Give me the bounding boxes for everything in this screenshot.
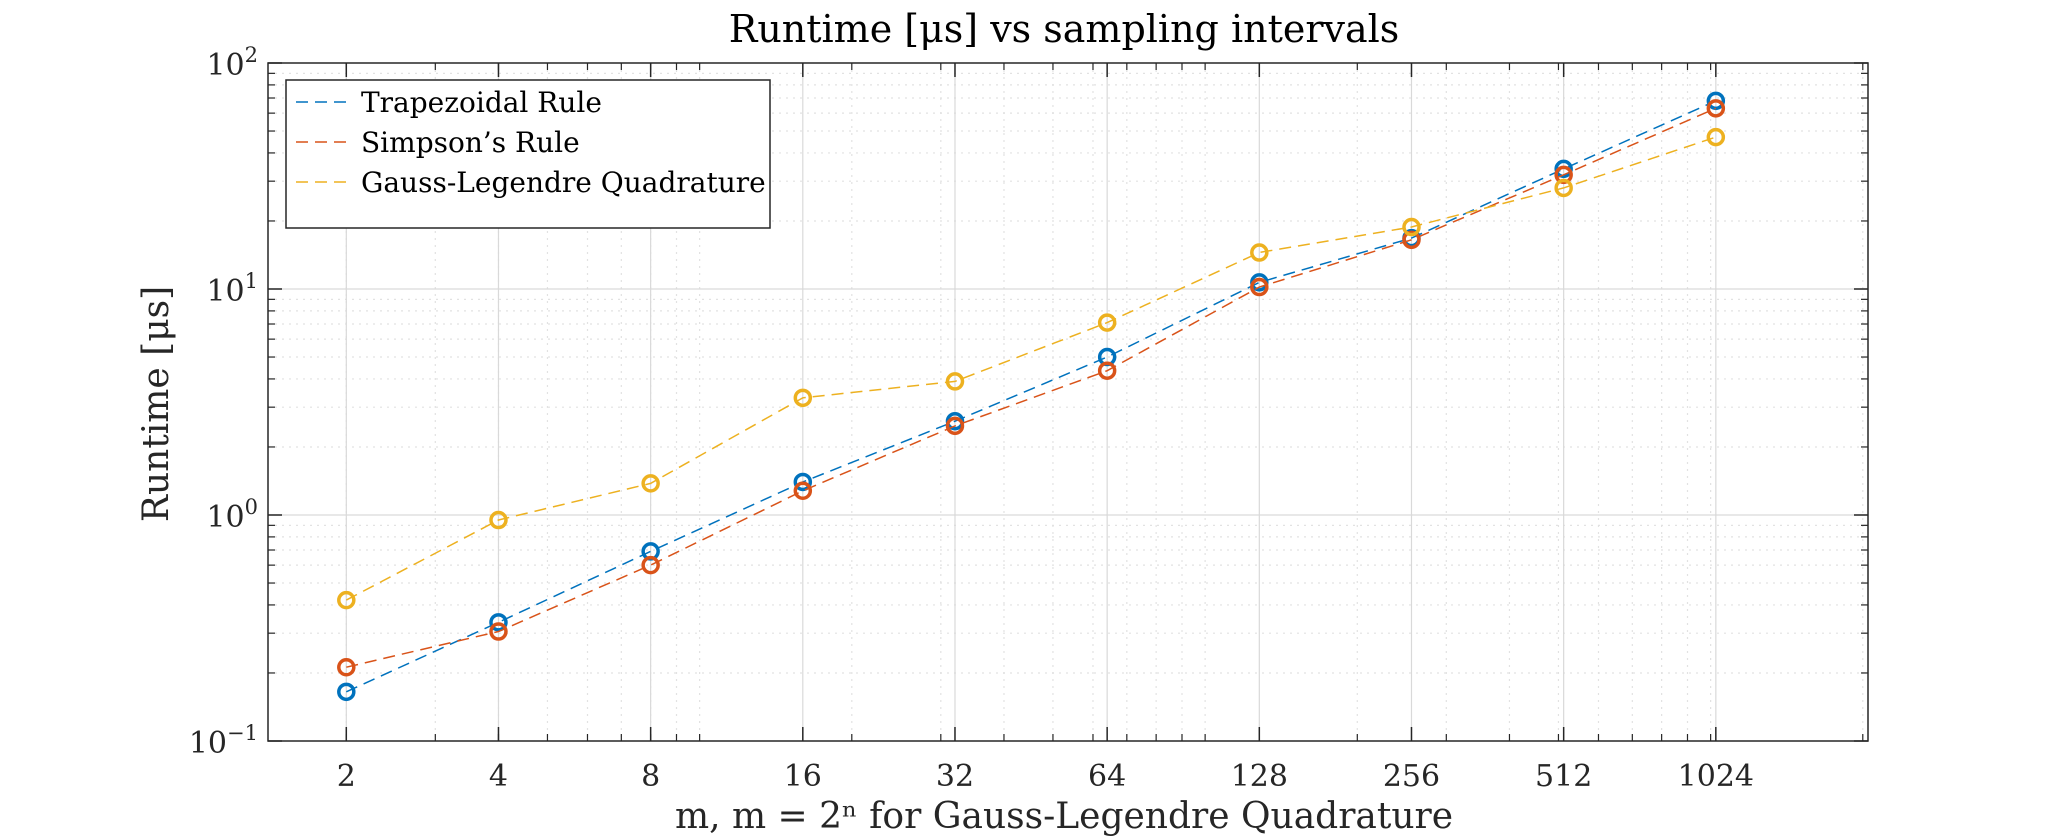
data-point: [489, 613, 508, 632]
y-tick-label: 102: [206, 43, 258, 83]
data-point: [793, 481, 813, 501]
data-point: [1706, 127, 1726, 147]
axis-ticks: [268, 62, 1868, 742]
x-tick-label: 512: [1535, 759, 1592, 794]
data-point: [1097, 361, 1117, 380]
data-point: [337, 682, 356, 702]
data-point: [1706, 91, 1726, 111]
data-point: [793, 472, 813, 492]
data-point: [793, 388, 813, 408]
data-point: [337, 590, 356, 610]
series-2: [337, 99, 1726, 677]
data-point: [945, 416, 965, 436]
plot-area-border: [267, 62, 1869, 742]
data-point: [489, 622, 508, 641]
data-point: [1554, 159, 1573, 179]
x-tick-label: 1024: [1678, 759, 1754, 794]
data-point: [1706, 99, 1726, 118]
data-point: [489, 510, 508, 530]
series-line: [345, 136, 1717, 601]
x-tick-label: 64: [1088, 759, 1126, 794]
series-line: [345, 100, 1717, 693]
x-tick-label: 256: [1383, 759, 1440, 794]
y-tick-label: 10−1: [189, 721, 258, 761]
data-point: [1097, 313, 1117, 332]
data-point: [1554, 178, 1573, 198]
x-tick-label: 128: [1231, 759, 1288, 794]
legend-entry-label: Trapezoidal Rule: [361, 86, 602, 119]
x-tick-label: 4: [489, 759, 508, 794]
legend-entry-label: Gauss-Legendre Quadrature: [361, 166, 766, 199]
x-tick-labels: 2 4 8 16 32 64 128 256 512 1024: [337, 759, 1754, 794]
y-tick-label: 100: [206, 495, 258, 535]
series: [337, 91, 1726, 702]
data-point: [1250, 277, 1269, 297]
legend-box: [285, 79, 771, 229]
data-point: [1554, 165, 1573, 185]
y-axis-label: Runtime [μs]: [136, 286, 177, 522]
x-tick-label: 16: [784, 759, 822, 794]
x-axis-label: m, m = 2ⁿ for Gauss-Legendre Quadrature: [675, 796, 1453, 837]
data-point: [945, 372, 965, 391]
data-point: [641, 555, 660, 575]
data-point: [337, 657, 356, 677]
legend: Trapezoidal Rule Simpson’s Rule Gauss-Lege…: [285, 79, 771, 229]
y-tick-labels: 10−1 100 101 102: [189, 43, 258, 761]
data-point: [641, 474, 660, 493]
data-point: [1250, 243, 1269, 262]
x-tick-label: 32: [936, 759, 974, 794]
legend-entry-label: Simpson’s Rule: [361, 126, 580, 159]
y-tick-label: 101: [206, 269, 258, 309]
data-point: [1402, 217, 1421, 237]
chart-title: Runtime [μs] vs sampling intervals: [729, 7, 1400, 51]
series-line: [346, 107, 1717, 668]
series-3: [337, 127, 1726, 610]
x-tick-label: 2: [337, 759, 356, 794]
data-point: [1402, 230, 1421, 250]
x-tick-label: 8: [641, 759, 660, 794]
